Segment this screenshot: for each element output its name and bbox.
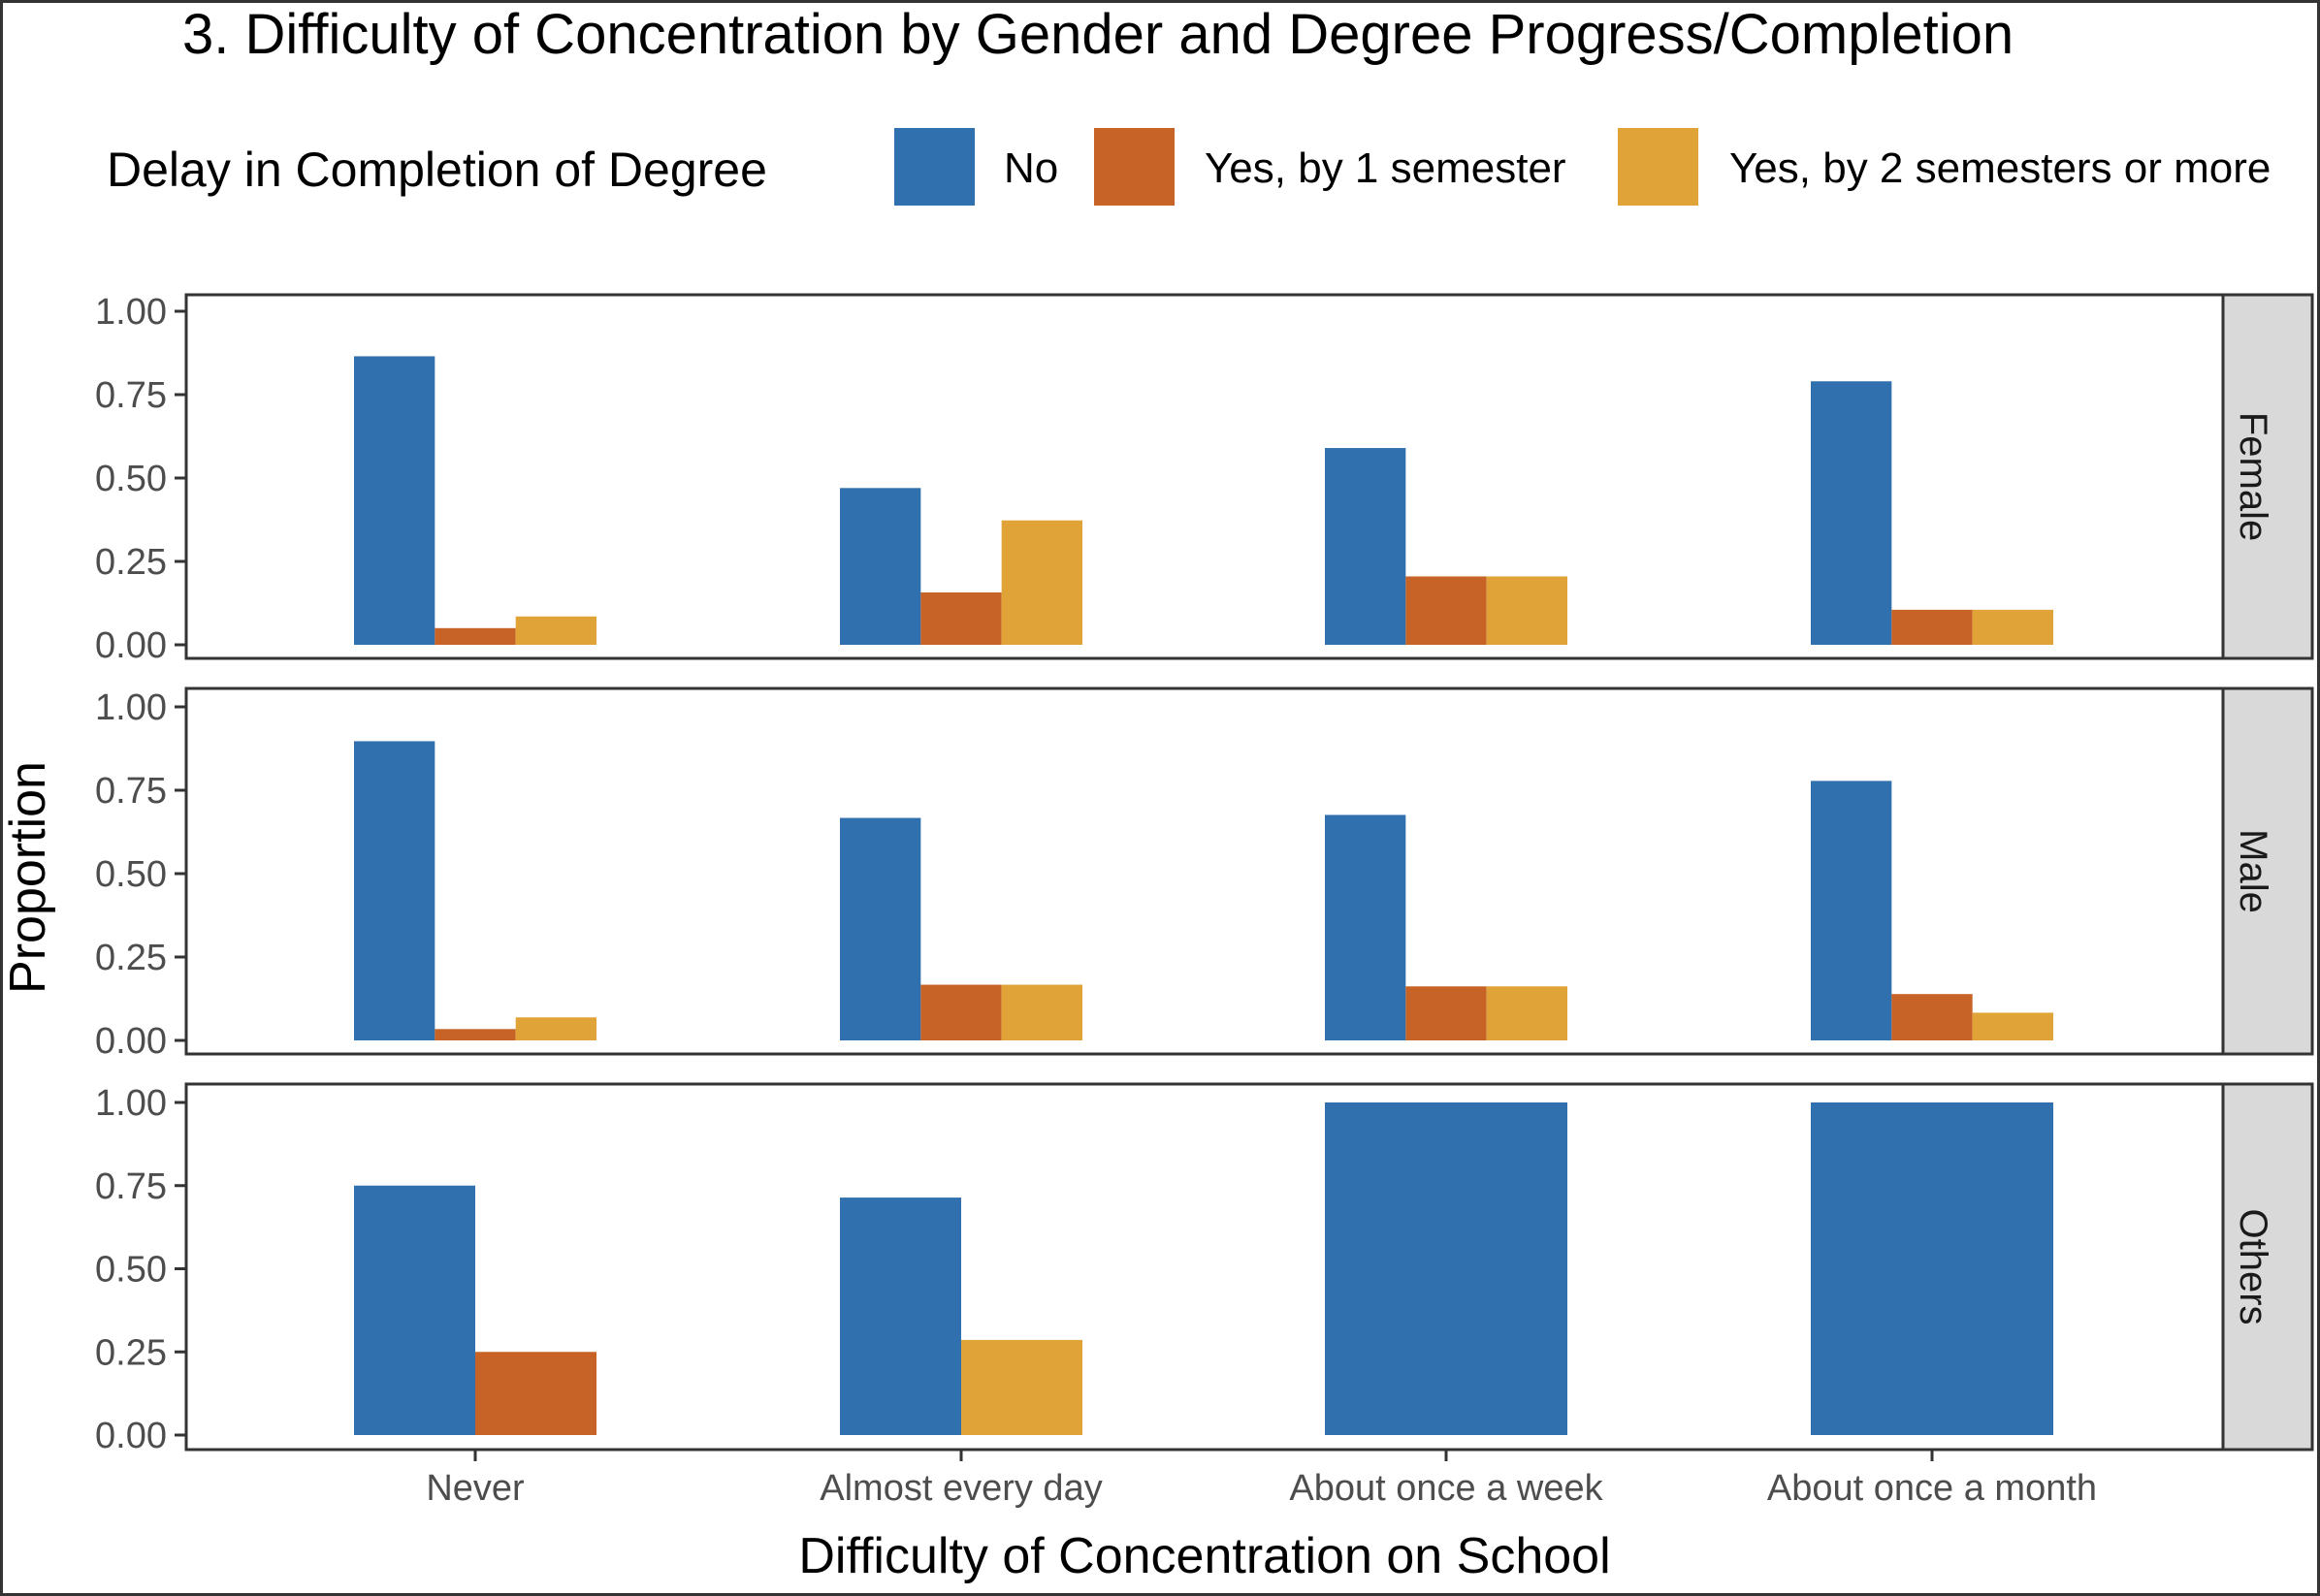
x-axis: Never Almost every day About once a week Ab…	[426, 1450, 2097, 1509]
facet-strip	[2221, 293, 2314, 660]
bar-male-about-once-a-week-no	[1325, 814, 1406, 1040]
x-tick-label: Almost every day	[820, 1468, 1102, 1509]
bar-female-almost-every-day-2sem	[1001, 520, 1082, 645]
y-tick-label: 0.00	[95, 1416, 167, 1456]
bar-female-almost-every-day-1sem	[920, 591, 1002, 645]
y-tick-label: 0.50	[95, 459, 167, 499]
x-tick-label: Never	[426, 1468, 525, 1509]
facet-strip	[2221, 1082, 2314, 1452]
bar-female-about-once-a-month-no	[1811, 381, 1892, 645]
x-tick-label: About once a month	[1767, 1468, 2097, 1509]
facet-panels: 0.000.250.500.751.00Female0.000.250.500.…	[95, 292, 2314, 1456]
bar-male-about-once-a-week-2sem	[1486, 986, 1567, 1040]
facet-strip-label: Male	[2232, 829, 2274, 913]
facet-strip	[2221, 686, 2314, 1056]
legend-label-2sem: Yes, by 2 semesters or more	[1729, 144, 2271, 192]
bar-male-almost-every-day-no	[840, 817, 921, 1040]
bar-female-never-1sem	[435, 627, 516, 645]
bar-female-almost-every-day-no	[840, 488, 921, 645]
y-tick-label: 0.50	[95, 854, 167, 895]
bar-others-never-no	[354, 1185, 475, 1435]
bar-male-almost-every-day-2sem	[1001, 984, 1082, 1040]
bar-female-about-once-a-week-1sem	[1405, 576, 1487, 645]
y-tick-label: 1.00	[95, 687, 167, 728]
y-tick-label: 0.00	[95, 625, 167, 666]
bar-male-about-once-a-week-1sem	[1405, 986, 1487, 1040]
x-axis-title: Difficulty of Concentration on School	[798, 1528, 1610, 1584]
bar-male-never-1sem	[435, 1029, 516, 1040]
y-tick-label: 0.50	[95, 1250, 167, 1291]
bar-female-about-once-a-month-2sem	[1972, 609, 2053, 645]
bar-male-never-no	[354, 741, 435, 1040]
legend-key-2sem	[1618, 128, 1698, 206]
facet-strip-label: Female	[2232, 412, 2274, 541]
bar-male-never-2sem	[515, 1017, 596, 1040]
y-tick-label: 1.00	[95, 292, 167, 333]
bar-male-about-once-a-month-1sem	[1891, 994, 1973, 1040]
y-tick-label: 0.75	[95, 1166, 167, 1207]
legend-label-1sem: Yes, by 1 semester	[1205, 144, 1566, 192]
facet-female: 0.00 0.25 0.50 0.75 1.00 Female	[95, 292, 2314, 666]
bar-male-about-once-a-month-2sem	[1972, 1012, 2053, 1040]
panel-background	[184, 293, 2225, 660]
y-tick-label: 0.25	[95, 542, 167, 583]
bar-female-about-once-a-month-1sem	[1891, 609, 1973, 645]
legend-key-no	[894, 128, 975, 206]
facet-male: 0.00 0.25 0.50 0.75 1.00 Male	[95, 686, 2314, 1062]
y-tick-label: 0.25	[95, 1332, 167, 1373]
bar-female-never-no	[354, 356, 435, 645]
bar-others-almost-every-day-no	[840, 1197, 961, 1435]
y-tick-label: 0.00	[95, 1021, 167, 1062]
y-tick-label: 0.75	[95, 375, 167, 416]
bar-female-about-once-a-week-2sem	[1486, 576, 1567, 645]
facet-others: 0.00 0.25 0.50 0.75 1.00 Others	[95, 1082, 2314, 1456]
legend-title: Delay in Completion of Degree	[107, 143, 767, 197]
bar-others-never-1sem	[475, 1352, 596, 1435]
bar-female-never-2sem	[515, 616, 596, 645]
facet-strip-label: Others	[2232, 1208, 2274, 1325]
bar-male-almost-every-day-1sem	[920, 984, 1002, 1040]
bar-others-about-once-a-week-no	[1325, 1102, 1567, 1435]
legend-key-1sem	[1094, 128, 1175, 206]
y-tick-label: 0.25	[95, 938, 167, 978]
bar-others-almost-every-day-2sem	[961, 1339, 1082, 1435]
bar-male-about-once-a-month-no	[1811, 781, 1892, 1040]
y-axis-title: Proportion	[0, 761, 56, 994]
chart-title: 3. Difficulty of Concentration by Gender…	[182, 3, 2014, 66]
legend-label-no: No	[1004, 144, 1058, 192]
bar-female-about-once-a-week-no	[1325, 448, 1406, 645]
x-tick-label: About once a week	[1289, 1468, 1603, 1509]
y-tick-label: 1.00	[95, 1083, 167, 1124]
bar-others-about-once-a-month-no	[1811, 1102, 2053, 1435]
legend: No Yes, by 1 semester Yes, by 2 semesters …	[894, 128, 2271, 206]
y-tick-label: 0.75	[95, 771, 167, 812]
